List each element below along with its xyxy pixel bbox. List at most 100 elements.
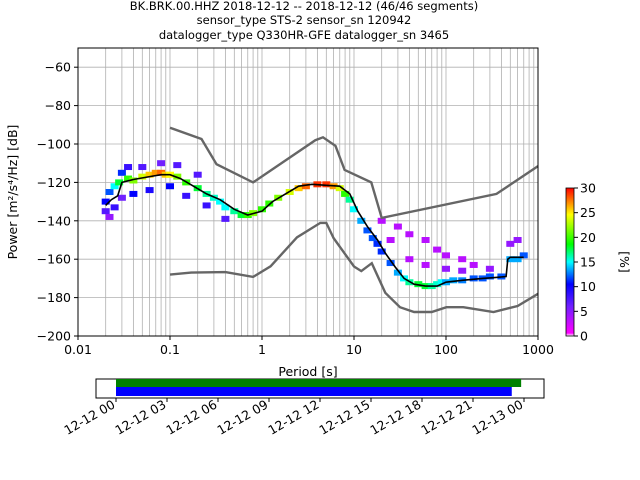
- heatmap-cell: [421, 261, 430, 268]
- heatmap-cell: [469, 275, 478, 282]
- x-tick-label: 0.01: [64, 342, 92, 357]
- x-axis-ticks: 0.01 0.1 1 10 100 1000: [64, 336, 554, 357]
- heatmap-cell: [101, 198, 110, 205]
- time-tick-label: 12-12 21: [418, 397, 474, 438]
- colorbar-tick-label: 15: [580, 255, 596, 270]
- heatmap-cell: [421, 237, 430, 243]
- y-axis-ticks: −60 −80 −100 −120 −140 −160 −180 −200: [37, 60, 78, 344]
- heatmap-cell: [350, 206, 358, 213]
- heatmap-cell: [166, 183, 174, 190]
- y-tick-label: −120: [37, 175, 71, 190]
- title-line-1: BK.BRK.00.HHZ 2018-12-12 -- 2018-12-12 (…: [130, 0, 478, 13]
- heatmap-cell: [193, 171, 202, 178]
- heatmap-cell: [442, 265, 450, 272]
- y-axis-label: Power [m²/s⁴/Hz] [dB]: [5, 125, 20, 260]
- colorbar-tick-label: 0: [580, 329, 588, 344]
- heatmap-cell: [101, 208, 110, 215]
- heatmap-cell: [335, 185, 344, 192]
- heatmap-cell: [442, 252, 450, 259]
- time-tick-label: 12-12 00: [61, 397, 117, 438]
- y-tick-label: −160: [37, 252, 71, 267]
- heatmap-cell: [151, 169, 160, 176]
- heatmap-cell: [230, 208, 239, 215]
- y-tick-label: −80: [45, 98, 71, 113]
- mode-line: [105, 173, 524, 287]
- time-tick-label: 12-12 15: [316, 397, 372, 438]
- colorbar-ticks: 0 5 10 15 20 25 30: [574, 181, 596, 344]
- y-tick-label: −140: [37, 213, 71, 228]
- heatmap-cell: [129, 177, 138, 184]
- psd-plot-area: 0.01 0.1 1 10 100 1000 −60 −80 −100 −120 −140 −160…: [37, 47, 554, 357]
- heatmap-cell: [115, 179, 124, 186]
- y-tick-label: −60: [45, 60, 71, 75]
- heatmap-cell: [145, 187, 154, 194]
- heatmap-cell: [138, 164, 147, 171]
- heatmap-cell: [506, 240, 515, 247]
- x-tick-label: 0.1: [160, 342, 180, 357]
- mode-curve: [105, 173, 524, 287]
- heatmap-cell: [357, 217, 366, 224]
- heatmap-cell: [437, 279, 446, 286]
- heatmap-cell: [157, 169, 166, 176]
- heatmap-cell: [513, 237, 522, 243]
- data-coverage-bar: [116, 379, 522, 387]
- heatmap-cell: [377, 248, 386, 255]
- heatmap-cell: [433, 281, 442, 288]
- heatmap-cell: [117, 169, 126, 176]
- heatmap-cell: [157, 160, 166, 167]
- heatmap-cell: [221, 215, 230, 222]
- heatmap-cell: [124, 175, 133, 182]
- time-tick-label: 12-12 09: [214, 397, 270, 438]
- psd-coverage-bar: [116, 387, 512, 396]
- heatmap-cell: [519, 252, 528, 259]
- heatmap-cell: [117, 194, 126, 201]
- y-tick-label: −200: [37, 329, 71, 344]
- heatmap-cell: [458, 267, 467, 274]
- heatmap-cell: [506, 256, 515, 263]
- colorbar-tick-label: 25: [580, 205, 596, 220]
- heatmap-cell: [458, 256, 467, 263]
- heatmap-cell: [433, 246, 442, 253]
- heatmap-cell: [237, 212, 246, 219]
- time-tick-label: 12-12 06: [163, 397, 219, 438]
- plot-frame: [77, 47, 539, 337]
- x-tick-label: 1: [258, 342, 266, 357]
- grid-lines: [77, 48, 538, 337]
- heatmap-cell: [221, 204, 230, 211]
- y-tick-label: −100: [37, 137, 71, 152]
- heatmap-cell: [105, 213, 114, 220]
- heatmap-cell: [405, 256, 414, 263]
- time-tick-label: 12-12 12: [265, 397, 321, 438]
- heatmap-cell: [393, 223, 402, 230]
- heatmap-cell: [363, 227, 372, 234]
- x-axis-label: Period [s]: [278, 364, 337, 379]
- x-tick-label: 1000: [522, 342, 554, 357]
- heatmap-cell: [449, 277, 458, 284]
- colorbar-tick-label: 20: [580, 230, 596, 245]
- noise-model-nhnm: [169, 126, 539, 220]
- x-tick-label: 10: [346, 342, 362, 357]
- heatmap-cell: [301, 183, 310, 190]
- heatmap-cell: [145, 171, 154, 178]
- x-tick-label: 100: [434, 342, 458, 357]
- heatmap-cell: [377, 217, 386, 224]
- heatmap-cell: [405, 231, 414, 238]
- heatmap-cell: [322, 181, 331, 188]
- colorbar-gradient: [565, 187, 575, 337]
- time-tick-label: 12-13 00: [469, 397, 525, 438]
- noise-models: [169, 126, 539, 314]
- heatmap-cell: [513, 256, 522, 263]
- heatmap-cell: [485, 265, 494, 272]
- y-tick-label: −180: [37, 290, 71, 305]
- heatmap-cell: [368, 235, 377, 242]
- colorbar-label: [%]: [617, 251, 632, 273]
- heatmap-cell: [386, 237, 395, 243]
- heatmap-cell: [485, 273, 494, 280]
- heatmap-cell: [393, 269, 402, 276]
- colorbar-tick-label: 30: [580, 181, 596, 196]
- heatmap-cell: [138, 173, 147, 180]
- heatmap-cell: [105, 189, 114, 195]
- title-line-2: sensor_type STS-2 sensor_sn 120942: [197, 13, 412, 27]
